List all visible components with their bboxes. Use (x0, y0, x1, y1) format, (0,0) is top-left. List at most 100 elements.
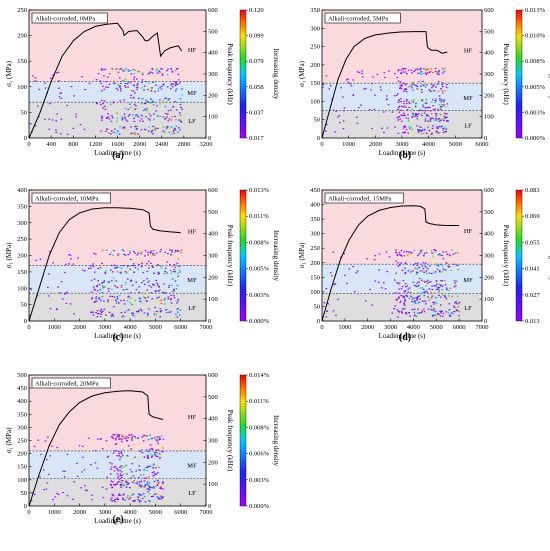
ae-point (155, 279, 158, 282)
ae-point (133, 85, 135, 87)
ae-point (125, 464, 128, 466)
ae-point (434, 314, 436, 317)
ae-point (156, 105, 158, 107)
ae-point (151, 99, 153, 102)
ae-point (397, 119, 400, 121)
ae-point (438, 117, 441, 120)
ae-point (80, 487, 83, 489)
ae-point (432, 125, 434, 127)
ae-point (393, 95, 396, 97)
ae-point (442, 315, 444, 317)
ae-point (437, 118, 440, 120)
y-left-tick-label: 350 (310, 7, 320, 14)
ae-point (132, 90, 135, 92)
ae-point (396, 254, 399, 257)
ae-point (396, 309, 399, 311)
ae-point (142, 271, 145, 274)
ae-point (442, 92, 444, 94)
ae-point (168, 284, 171, 286)
ae-point (397, 107, 400, 109)
ae-point (445, 117, 448, 119)
ae-point (162, 126, 165, 128)
ae-point (62, 470, 65, 472)
ae-point (122, 454, 124, 456)
ae-point (147, 484, 150, 487)
ae-point (388, 70, 390, 72)
ae-point (154, 454, 157, 456)
ae-point (157, 284, 159, 286)
ae-point (407, 114, 409, 116)
ae-point (419, 69, 422, 72)
ae-point (430, 101, 433, 103)
ae-point (378, 253, 381, 255)
ae-point (413, 315, 416, 317)
ae-point (332, 109, 335, 111)
ae-point (411, 128, 413, 131)
ae-point (157, 466, 160, 468)
ae-point (173, 127, 176, 130)
ae-point (411, 300, 413, 303)
ae-point (401, 84, 403, 86)
ae-point (342, 96, 344, 98)
ae-point (415, 273, 418, 275)
x-tick-label: 4000 (124, 324, 137, 331)
y-right-tick-label: 600 (208, 7, 218, 14)
ae-point (177, 131, 179, 133)
ae-point (115, 87, 118, 89)
ae-point (165, 70, 168, 72)
ae-point (134, 115, 137, 117)
ae-point (181, 94, 183, 96)
ae-point (421, 91, 423, 93)
ae-point (115, 300, 118, 302)
ae-point (398, 310, 400, 312)
ae-point (442, 131, 445, 134)
ae-point (124, 311, 126, 313)
ae-point (119, 458, 121, 461)
ae-point (143, 480, 146, 482)
lf-band (29, 293, 206, 321)
chart-panel-4: 0 1000 2000 3000 4000 5000 6000 700005010015020… (298, 187, 550, 343)
ae-point (40, 453, 42, 456)
ae-point (100, 99, 103, 101)
ae-point (161, 291, 164, 293)
ae-point (449, 287, 452, 289)
ae-point (145, 449, 148, 451)
ae-point (162, 488, 165, 490)
ae-point (422, 267, 425, 270)
ae-point (407, 251, 410, 253)
ae-point (31, 492, 33, 494)
ae-point (399, 98, 402, 100)
ae-point (170, 253, 172, 256)
ae-point (436, 133, 439, 135)
ae-point (430, 90, 432, 92)
ae-point (117, 253, 120, 255)
y-left-tick-label: 300 (310, 25, 320, 32)
ae-point (411, 106, 413, 109)
ae-point (413, 84, 416, 86)
ae-point (124, 107, 126, 109)
ae-point (129, 250, 131, 252)
ae-point (122, 70, 124, 72)
ae-point (112, 277, 115, 279)
ae-point (133, 476, 136, 479)
ae-point (114, 434, 116, 436)
ae-point (403, 296, 405, 298)
ae-point (112, 452, 115, 454)
ae-point (115, 267, 117, 269)
ae-point (103, 105, 106, 107)
ae-point (120, 465, 123, 467)
ae-point (134, 108, 136, 110)
ae-point (436, 283, 438, 285)
ae-point (117, 436, 120, 438)
ae-point (146, 455, 149, 458)
ae-point (153, 272, 156, 274)
ae-point (356, 122, 359, 125)
ae-point (395, 249, 397, 251)
ae-point (414, 263, 417, 265)
ae-point (118, 466, 121, 468)
ae-point (448, 295, 450, 297)
ae-point (407, 270, 410, 272)
ae-point (179, 120, 182, 122)
mf-band (29, 265, 206, 294)
ae-point (119, 100, 121, 102)
